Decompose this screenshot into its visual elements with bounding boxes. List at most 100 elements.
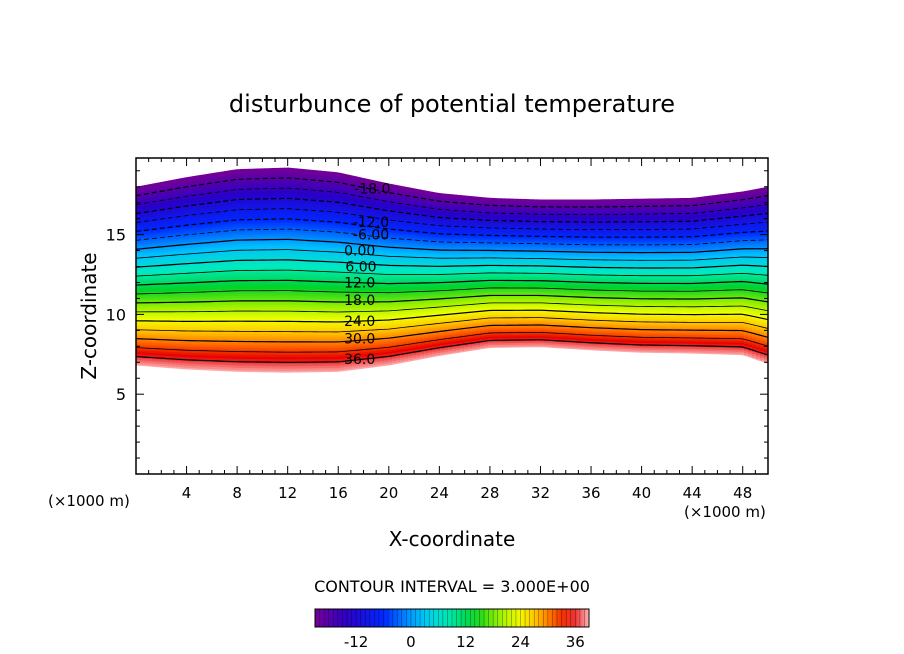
field-cell [152, 333, 157, 337]
field-cell [224, 335, 229, 339]
field-cell [228, 288, 233, 292]
field-cell [204, 180, 209, 184]
field-cell [216, 328, 221, 332]
field-cell [228, 272, 233, 276]
field-cell [184, 215, 189, 219]
field-cell [236, 191, 241, 195]
field-cell [160, 278, 165, 282]
field-cell [200, 284, 205, 289]
field-cell [228, 187, 233, 191]
field-cell [188, 283, 193, 287]
field-cell [140, 241, 145, 245]
field-cell [176, 201, 181, 205]
field-cell [220, 324, 225, 328]
field-cell [188, 199, 193, 203]
field-cell [160, 334, 165, 338]
field-cell [180, 315, 185, 319]
field-cell [176, 336, 181, 340]
field-cell [152, 276, 157, 280]
field-cell [160, 303, 165, 307]
field-cell [228, 364, 233, 368]
field-cell [184, 228, 189, 232]
field-cell [192, 229, 197, 233]
field-cell [260, 301, 265, 305]
field-cell [236, 342, 241, 346]
field-cell [212, 192, 217, 196]
field-cell [152, 217, 157, 221]
field-cell [192, 289, 197, 293]
field-cell [232, 263, 237, 267]
field-cell [188, 306, 193, 311]
field-cell [172, 210, 177, 214]
field-cell [152, 258, 157, 262]
field-cell [212, 236, 217, 240]
field-cell [252, 303, 257, 308]
field-cell [252, 186, 257, 190]
field-cell [256, 256, 261, 260]
field-cell [184, 341, 189, 345]
field-cell [220, 304, 225, 308]
field-cell [248, 229, 253, 233]
field-cell [196, 179, 201, 183]
field-cell [192, 250, 197, 255]
field-cell [216, 178, 221, 182]
field-cell [260, 346, 265, 351]
field-cell [228, 333, 233, 337]
field-cell [140, 243, 145, 247]
field-cell [264, 188, 269, 192]
field-cell [228, 192, 233, 196]
field-cell [216, 361, 221, 365]
field-cell [192, 330, 197, 334]
field-cell [232, 301, 237, 305]
field-cell [144, 361, 149, 365]
field-cell [232, 281, 237, 285]
field-cell [228, 283, 233, 288]
field-cell [248, 324, 253, 328]
field-cell [248, 281, 253, 285]
field-cell [192, 324, 197, 328]
field-cell [220, 352, 225, 357]
field-cell [152, 292, 157, 296]
field-cell [184, 245, 189, 249]
field-cell [144, 252, 149, 256]
field-cell [240, 285, 245, 290]
field-cell [172, 298, 177, 302]
field-cell [212, 258, 217, 262]
field-cell [140, 329, 145, 333]
field-cell [156, 274, 161, 278]
field-cell [144, 184, 149, 188]
field-cell [204, 254, 209, 258]
field-cell [256, 229, 261, 233]
field-cell [164, 344, 169, 348]
field-cell [232, 328, 237, 332]
field-cell [180, 192, 185, 196]
field-cell [208, 223, 213, 227]
field-cell [164, 230, 169, 234]
field-cell [184, 362, 189, 366]
field-cell [256, 213, 261, 217]
field-cell [144, 248, 149, 252]
field-cell [216, 237, 221, 242]
field-cell [172, 325, 177, 330]
field-cell [156, 352, 161, 356]
field-cell [180, 222, 185, 226]
field-cell [216, 184, 221, 189]
field-cell [192, 274, 197, 278]
field-cell [200, 293, 205, 297]
field-cell [256, 170, 261, 174]
field-cell [192, 259, 197, 263]
field-cell [196, 228, 201, 233]
field-cell [148, 272, 153, 276]
field-cell [212, 174, 217, 178]
field-cell [268, 253, 273, 258]
field-cell [152, 305, 157, 309]
field-cell [176, 330, 181, 334]
field-cell [140, 205, 145, 209]
field-cell [228, 203, 233, 207]
field-cell [180, 207, 185, 211]
field-cell [220, 357, 225, 361]
field-cell [208, 310, 213, 315]
field-cell [188, 201, 193, 205]
field-cell [188, 229, 193, 233]
